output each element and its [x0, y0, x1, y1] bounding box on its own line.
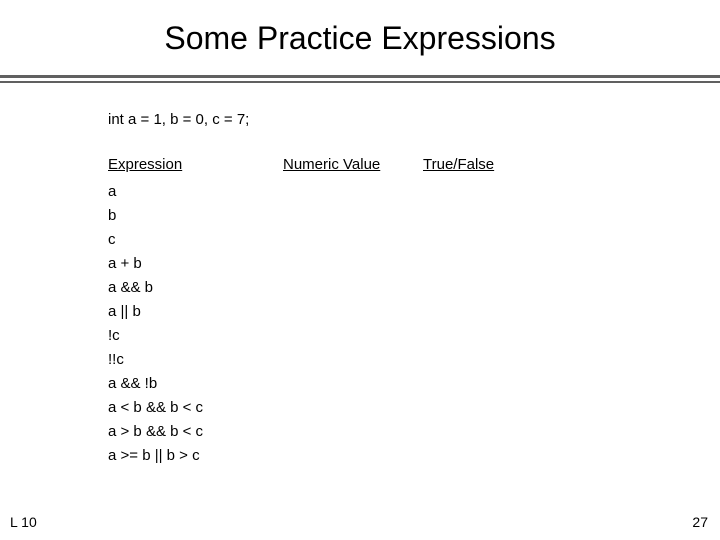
expression-row: a || b — [108, 300, 720, 324]
expression-row: a >= b || b > c — [108, 444, 720, 468]
column-header-truefalse: True/False — [423, 156, 494, 173]
expression-row: b — [108, 204, 720, 228]
column-header-expression: Expression — [108, 156, 182, 173]
expression-row: c — [108, 228, 720, 252]
expression-rows: a b c a + b a && b a || b !c !!c a && !b… — [108, 156, 720, 468]
expression-row: a < b && b < c — [108, 396, 720, 420]
variable-declaration: int a = 1, b = 0, c = 7; — [108, 111, 720, 128]
expression-row: a — [108, 180, 720, 204]
expression-row: !!c — [108, 348, 720, 372]
column-header-numeric: Numeric Value — [283, 156, 380, 173]
horizontal-divider — [0, 75, 720, 83]
expression-row: a && b — [108, 276, 720, 300]
content-area: int a = 1, b = 0, c = 7; Expression Nume… — [0, 83, 720, 468]
expression-row: a && !b — [108, 372, 720, 396]
footer-page-number: 27 — [692, 514, 708, 530]
expression-table: Expression Numeric Value True/False a b … — [108, 156, 720, 468]
slide-title: Some Practice Expressions — [0, 0, 720, 75]
expression-row: a + b — [108, 252, 720, 276]
footer-lecture-number: L 10 — [10, 514, 37, 530]
expression-row: a > b && b < c — [108, 420, 720, 444]
expression-row: !c — [108, 324, 720, 348]
